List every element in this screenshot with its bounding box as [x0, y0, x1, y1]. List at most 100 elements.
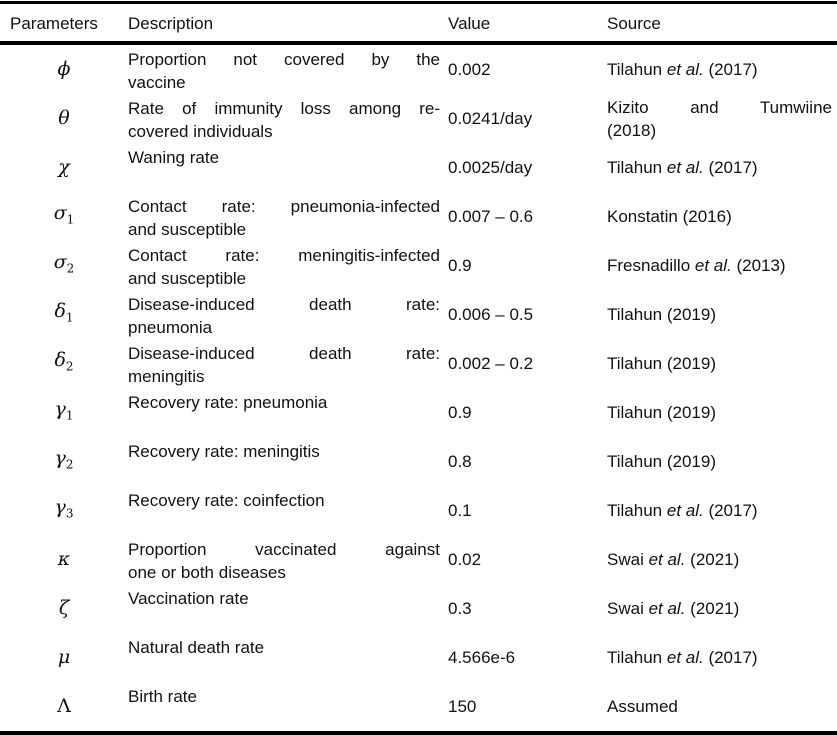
source-text: Tilahun [607, 158, 667, 177]
table-header: Parameters Description Value Source [0, 2, 837, 45]
table-row: χ Waning rate 0.0025/day Tilahun et al. (20… [0, 143, 837, 192]
source-text: (2018) [607, 120, 657, 140]
description-line: Disease-induced death rate: [128, 344, 440, 363]
description-line: Vaccination rate [128, 589, 249, 608]
source-line: Assumed [607, 695, 832, 718]
value-cell: 150 [448, 697, 477, 716]
source-text: (2017) [703, 501, 758, 520]
table-row: μ Natural death rate 4.566e-6 Tilahun et al… [0, 633, 837, 682]
parameter-symbol: ζ [58, 596, 70, 619]
source-text: Tilahun [607, 648, 667, 667]
source-text: et al. [666, 501, 704, 520]
source-text: Tilahun [607, 60, 667, 79]
table-row: δ2 Disease-induced death rate: meningitis 0… [0, 339, 837, 388]
source-text: Konstatin (2016) [607, 207, 732, 226]
description-line: and susceptible [128, 269, 247, 288]
description-cell: Recovery rate: coinfection [128, 486, 448, 535]
parameter-cell: ζ [0, 584, 128, 633]
parameter-subscript: 2 [66, 261, 75, 276]
source-cell: Swai et al. (2021) [607, 584, 837, 633]
description-line: Waning rate [128, 148, 220, 167]
header-row: Parameters Description Value Source [0, 2, 837, 45]
source-text: et al. [666, 60, 704, 79]
source-text: Tilahun [607, 501, 667, 520]
description-cell: Natural death rate [128, 633, 448, 682]
parameter-symbol: δ [54, 348, 66, 371]
source-text: (2021) [685, 550, 740, 569]
value-cell: 0.02 [448, 550, 482, 569]
table-row: θ Rate of immunity loss among re-covered … [0, 94, 837, 143]
parameter-symbol: θ [58, 106, 70, 129]
source-cell: Tilahun et al. (2017) [607, 633, 837, 682]
source-text: et al. [648, 550, 686, 569]
description-line: Contact rate: meningitis-infected [128, 246, 440, 265]
description-line: pneumonia [128, 318, 213, 337]
source-line: Swai et al. (2021) [607, 597, 832, 620]
value-cell: 0.8 [448, 452, 472, 471]
parameter-symbol: σ [53, 201, 67, 224]
source-text: et al. [694, 256, 732, 275]
parameter-subscript: 3 [65, 506, 74, 521]
parameter-cell: σ2 [0, 241, 128, 290]
table-row: σ1 Contact rate: pneumonia-infected and su… [0, 192, 837, 241]
parameter-cell: μ [0, 633, 128, 682]
source-text: Tilahun (2019) [607, 305, 716, 324]
source-line: (2018) [607, 119, 832, 142]
parameter-subscript: 1 [65, 310, 74, 325]
parameter-cell: θ [0, 94, 128, 143]
value-cell: 0.0241/day [448, 109, 533, 128]
description-cell: Recovery rate: pneumonia [128, 388, 448, 437]
parameter-cell: γ3 [0, 486, 128, 535]
description-line: Recovery rate: coinfection [128, 491, 325, 510]
parameter-cell: γ1 [0, 388, 128, 437]
column-header-description: Description [128, 2, 448, 45]
description-cell: Contact rate: pneumonia-infected and susc… [128, 192, 448, 241]
table-row: δ1 Disease-induced death rate: pneumonia 0.… [0, 290, 837, 339]
value-cell: 0.9 [448, 256, 472, 275]
table-row: ζ Vaccination rate 0.3 Swai et al. (2021) [0, 584, 837, 633]
description-cell: Rate of immunity loss among re-covered i… [128, 94, 448, 143]
value-cell: 0.9 [448, 403, 472, 422]
description-line: Rate of immunity loss among re- [128, 99, 440, 118]
source-line: Tilahun (2019) [607, 450, 832, 473]
source-text: Swai [607, 550, 649, 569]
description-line: vaccine [128, 73, 186, 92]
parameter-subscript: 1 [66, 212, 75, 227]
source-line: Tilahun et al. (2017) [607, 58, 832, 81]
parameter-symbol: σ [53, 250, 67, 273]
source-cell: Tilahun et al. (2017) [607, 43, 837, 94]
table-row: σ2 Contact rate: meningitis-infected and s… [0, 241, 837, 290]
source-cell: Tilahun et al. (2017) [607, 143, 837, 192]
source-line: Tilahun (2019) [607, 401, 832, 424]
value-cell: 0.3 [448, 599, 472, 618]
source-text: et al. [648, 599, 686, 618]
parameter-table-body: ϕ Proportion not covered by the vaccine 0.0… [0, 43, 837, 733]
value-cell: 0.1 [448, 501, 472, 520]
parameter-symbol: κ [57, 547, 71, 570]
source-line: Fresnadillo et al. (2013) [607, 254, 832, 277]
description-line: Natural death rate [128, 638, 265, 657]
parameter-subscript: 2 [65, 359, 74, 374]
source-text: Tilahun (2019) [607, 452, 716, 471]
parameter-symbol: γ [54, 446, 66, 469]
parameter-symbol: ϕ [57, 57, 71, 80]
table-row: γ2 Recovery rate: meningitis 0.8 Tilahun (2… [0, 437, 837, 486]
parameter-symbol: γ [54, 397, 66, 420]
source-cell: Kizito and Tumwiine (2018) [607, 94, 837, 143]
source-cell: Tilahun et al. (2017) [607, 486, 837, 535]
source-cell: Swai et al. (2021) [607, 535, 837, 584]
source-text: Tilahun (2019) [607, 403, 716, 422]
table-row: γ1 Recovery rate: pneumonia 0.9 Tilahun (20… [0, 388, 837, 437]
source-cell: Tilahun (2019) [607, 437, 837, 486]
source-text: (2017) [703, 158, 758, 177]
description-line: Contact rate: pneumonia-infected [128, 197, 440, 216]
value-cell: 0.0025/day [448, 158, 533, 177]
source-line: Tilahun (2019) [607, 303, 832, 326]
source-text: et al. [666, 648, 704, 667]
source-text: (2017) [703, 648, 758, 667]
description-line: Recovery rate: pneumonia [128, 393, 328, 412]
description-line: one or both diseases [128, 563, 286, 582]
source-text: Assumed [607, 697, 678, 716]
column-header-source: Source [607, 2, 837, 45]
